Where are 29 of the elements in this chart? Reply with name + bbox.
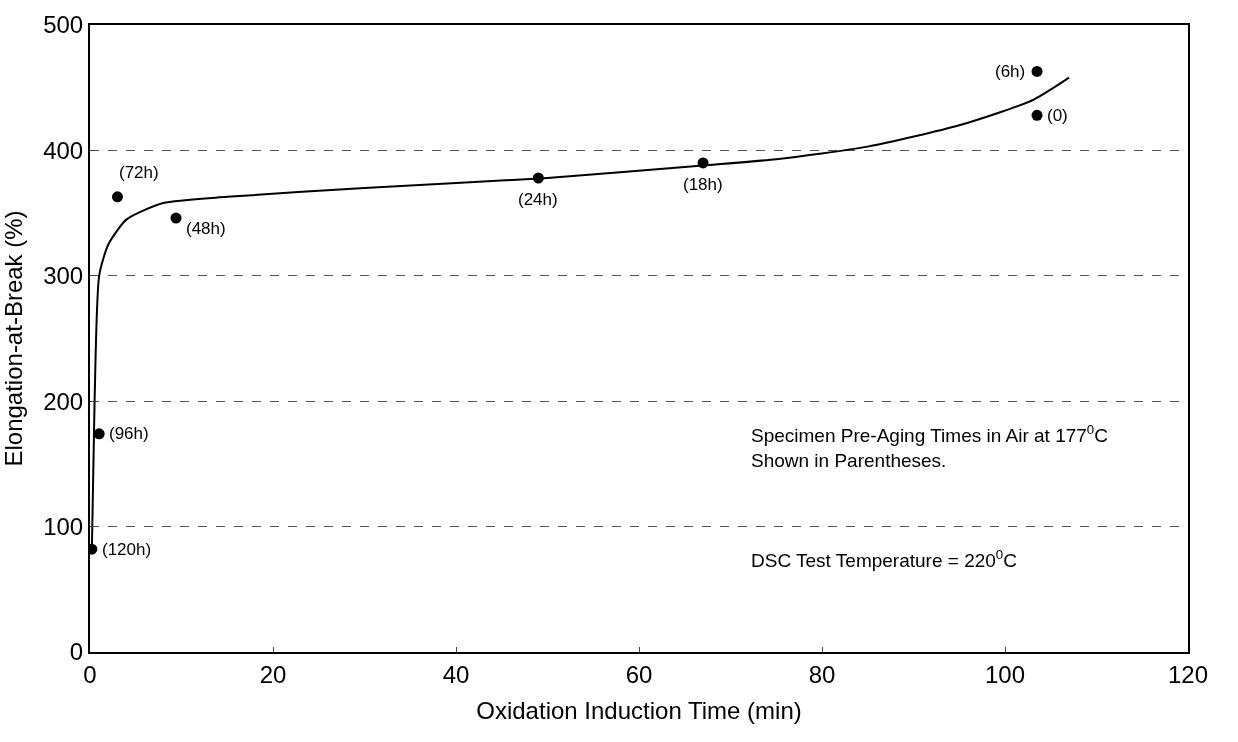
annotation: (48h) bbox=[186, 219, 226, 238]
point bbox=[170, 212, 182, 224]
x-axis-title: Oxidation Induction Time (min) bbox=[476, 696, 802, 724]
x-tick-label: 80 bbox=[808, 660, 836, 688]
text: Specimen Pre-Aging Times in Air at 177$^{0}$C Shown in Parentheses. bbox=[751, 422, 1108, 471]
x-tick-label: 40 bbox=[442, 660, 470, 688]
x-tick-label: 120 bbox=[1167, 660, 1209, 688]
annotation: (72h) bbox=[119, 163, 159, 182]
point bbox=[1031, 109, 1043, 121]
annotation: (120h) bbox=[102, 540, 152, 559]
annotation: (6h) bbox=[995, 62, 1026, 81]
point bbox=[1031, 65, 1043, 77]
y-tick-label: 300 bbox=[43, 262, 84, 290]
annotation: (96h) bbox=[109, 424, 149, 443]
y-tick-label: 500 bbox=[43, 11, 84, 39]
x-tick-label: 20 bbox=[259, 660, 287, 688]
y-tick-label: 200 bbox=[43, 387, 84, 415]
point bbox=[93, 428, 105, 440]
annotation: (18h) bbox=[683, 175, 723, 194]
x-tick-label: 100 bbox=[984, 660, 1026, 688]
point bbox=[111, 191, 123, 203]
annotation: DSC Test Temperature = 220$^{0}$C bbox=[751, 547, 1017, 571]
y-tick-label: 400 bbox=[43, 136, 84, 164]
annotation: (24h) bbox=[518, 190, 558, 209]
y-tick-label: 100 bbox=[43, 513, 84, 540]
x-tick-label: 60 bbox=[625, 660, 653, 688]
y-axis-title: Elongation-at-Break (%) bbox=[0, 210, 27, 467]
y-tick-label: 0 bbox=[69, 638, 84, 666]
annotation: (0) bbox=[1047, 106, 1068, 125]
